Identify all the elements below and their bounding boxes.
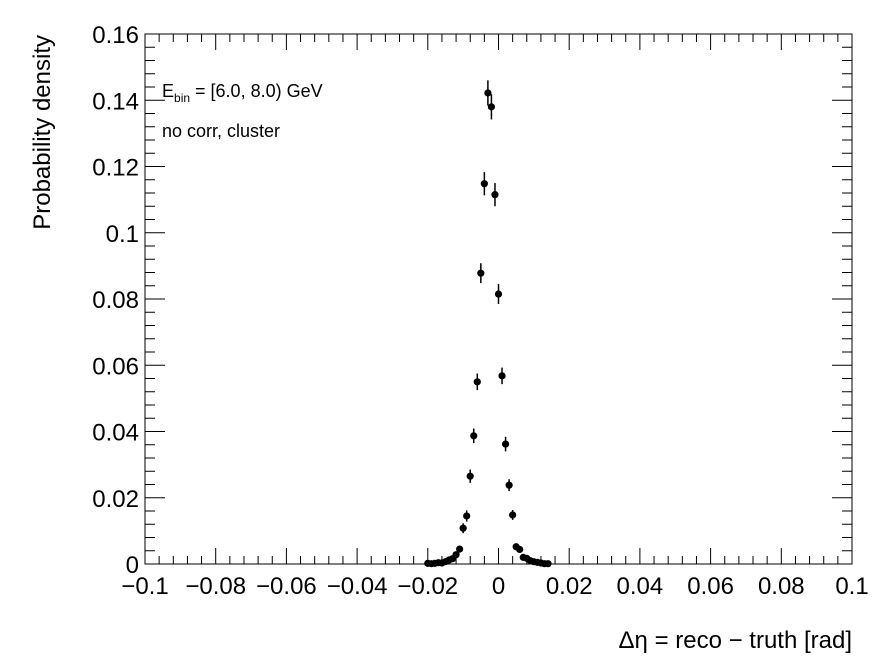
point-marker (498, 372, 506, 380)
point-marker (487, 103, 496, 111)
energy-bin-annotation: Ebin = [6.0, 8.0) GeV (162, 81, 323, 105)
x-tick-label: 0.08 (758, 573, 805, 600)
x-tick-label: −0.08 (185, 573, 246, 600)
y-tick-label: 0.12 (92, 155, 139, 182)
point-marker (466, 472, 474, 480)
tick-labels: −0.1 −0.08 −0.06 −0.04 −0.02 0 0.02 0.04 0.06 0.0… (92, 22, 868, 600)
y-tick-label: 0.06 (92, 353, 139, 380)
data-point (498, 367, 506, 385)
x-axis-title: Δη = reco − truth [rad] (619, 627, 852, 654)
data-point (473, 373, 481, 391)
y-tick-label: 0.02 (92, 486, 139, 513)
data-point (466, 469, 474, 483)
x-tick-label: 0.06 (687, 573, 734, 600)
data-point (487, 94, 496, 120)
data-point (477, 263, 485, 284)
data-point (470, 428, 478, 444)
point-marker (491, 191, 499, 199)
x-tick-label: 0.02 (546, 573, 593, 600)
x-tick-label: −0.04 (327, 573, 388, 600)
data-point (509, 510, 517, 520)
data-point (494, 284, 503, 304)
y-axis-title: Probability density (29, 35, 56, 230)
energy-bin-main: E (162, 81, 174, 101)
y-tick-label: 0.08 (92, 287, 139, 314)
x-tick-label: 0 (492, 573, 505, 600)
energy-bin-range: = [6.0, 8.0) GeV (190, 81, 323, 101)
point-marker (470, 432, 478, 440)
y-tick-label: 0.04 (92, 420, 139, 447)
y-tick-label: 0.14 (92, 88, 139, 115)
data-point (463, 510, 471, 522)
data-point (456, 545, 464, 553)
plot-frame (144, 33, 853, 565)
y-tick-label: 0.16 (92, 22, 139, 49)
axis-ticks (144, 33, 853, 565)
point-marker (452, 551, 460, 559)
x-tick-label: −0.02 (397, 573, 458, 600)
point-marker (456, 545, 464, 553)
point-marker (480, 180, 488, 188)
data-point (484, 80, 492, 106)
correction-annotation: no corr, cluster (162, 121, 280, 141)
point-marker (505, 481, 513, 489)
y-tick-label: 0.1 (106, 221, 139, 248)
point-marker (494, 290, 503, 298)
data-point (491, 183, 499, 207)
data-point (480, 172, 488, 196)
y-tick-label: 0 (126, 552, 139, 579)
point-marker (501, 440, 510, 448)
point-marker (477, 269, 485, 277)
x-tick-label: −0.1 (121, 573, 168, 600)
point-marker (473, 378, 481, 386)
point-marker (459, 524, 467, 532)
point-marker (484, 89, 492, 97)
point-marker (516, 545, 524, 554)
data-point (516, 545, 524, 554)
data-point (501, 436, 510, 452)
point-marker (509, 511, 517, 519)
data-point (459, 523, 467, 534)
data-point (452, 551, 460, 559)
x-tick-label: 0.1 (835, 573, 868, 600)
x-tick-label: 0.04 (617, 573, 664, 600)
data-point (505, 479, 513, 492)
point-marker (463, 512, 471, 520)
energy-bin-subscript: bin (174, 91, 190, 105)
x-tick-label: −0.06 (256, 573, 317, 600)
